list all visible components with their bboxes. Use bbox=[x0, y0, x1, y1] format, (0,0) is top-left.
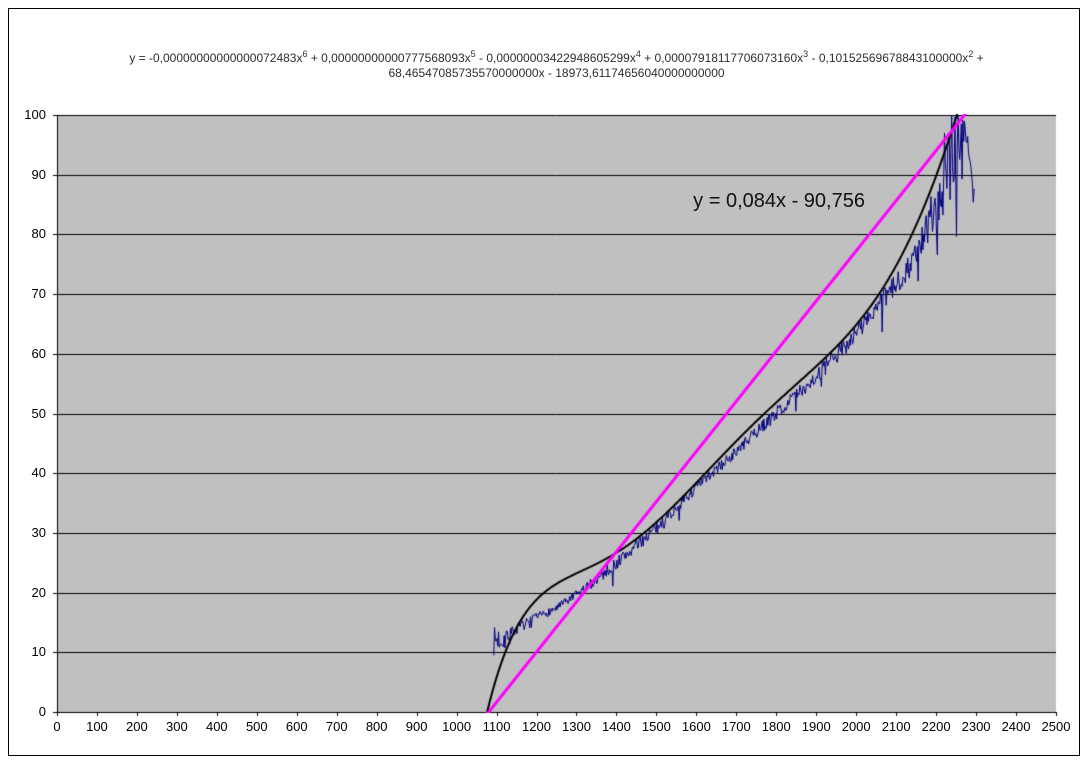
equation-title-line2: 68,46547085735570000000x - 18973,6117465… bbox=[388, 66, 725, 80]
equation-title-line1: y = -0,00000000000000072483x6 + 0,000000… bbox=[129, 49, 984, 66]
chart-outer-border bbox=[8, 8, 1080, 756]
poly-trendline-equation-title: y = -0,00000000000000072483x6 + 0,000000… bbox=[57, 49, 1056, 81]
linear-trendline-label: y = 0,084x - 90,756 bbox=[693, 189, 865, 212]
